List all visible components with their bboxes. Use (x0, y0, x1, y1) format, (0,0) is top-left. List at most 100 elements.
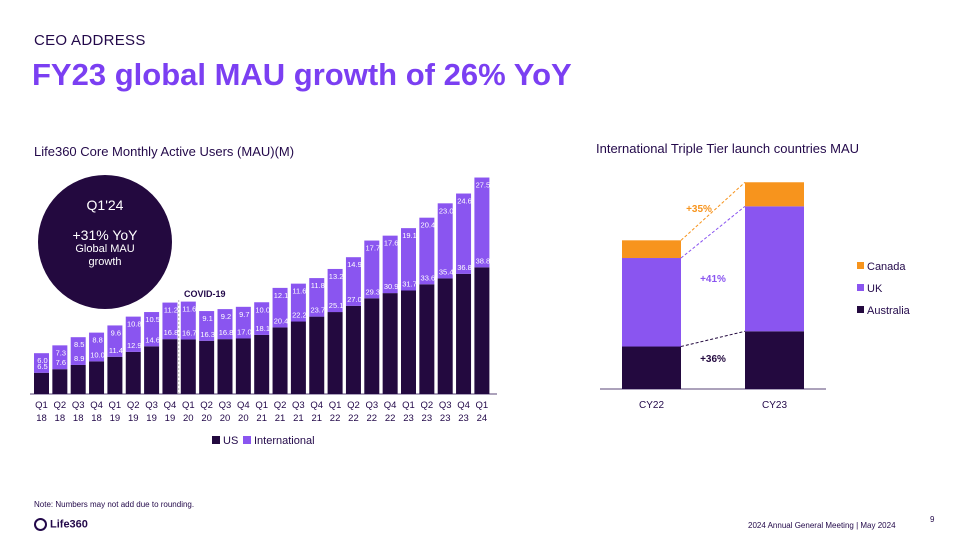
international-bar (401, 228, 416, 291)
us-value-label: 6.5 (37, 362, 47, 371)
us-bar (52, 369, 68, 394)
international-bar (290, 283, 306, 322)
x-tick-year: 23 (403, 413, 414, 424)
x-tick-quarter: Q3 (292, 400, 305, 411)
us-bar (345, 305, 361, 394)
x-tick-year: 20 (183, 413, 194, 424)
us-value-label: 16.8 (164, 328, 179, 337)
international-bar (144, 312, 160, 347)
x-tick-year: 18 (91, 413, 102, 424)
international-bar (419, 217, 435, 285)
us-value-label: 16.3 (200, 330, 215, 339)
us-bar (162, 339, 178, 394)
x-tick-quarter: Q1 (109, 400, 122, 411)
x-tick-quarter: Q2 (127, 400, 140, 411)
us-bar (70, 364, 86, 394)
international-value-label: 24.6 (457, 197, 472, 206)
x-tick-quarter: Q3 (72, 400, 85, 411)
us-value-label: 29.3 (365, 287, 380, 296)
x-tick-year: 18 (55, 413, 66, 424)
international-value-label: 23.0 (439, 206, 454, 215)
us-bar (217, 339, 233, 394)
international-value-label: 10.8 (127, 320, 142, 329)
us-bar (382, 293, 398, 394)
x-tick-quarter: Q4 (310, 400, 323, 411)
x-tick-year: 19 (128, 413, 139, 424)
us-value-label: 14.6 (145, 335, 160, 344)
legend-canada-label: Canada (867, 261, 906, 273)
x-tick-quarter: Q2 (347, 400, 360, 411)
us-value-label: 25.1 (329, 301, 344, 310)
footer-text: 2024 Annual General Meeting | May 2024 (748, 521, 896, 530)
us-bar (437, 278, 453, 394)
us-bar (254, 334, 270, 394)
international-bar (364, 240, 380, 299)
us-bar (419, 284, 435, 394)
us-bar (235, 338, 251, 394)
international-bar (52, 345, 68, 370)
x-tick-year: 19 (165, 413, 176, 424)
international-value-label: 9.7 (239, 310, 249, 319)
us-bar (474, 267, 490, 394)
growth-connector (680, 330, 746, 348)
canada-bar (745, 182, 804, 207)
uk-bar (622, 258, 681, 347)
x-tick-quarter: Q2 (200, 400, 213, 411)
international-bar (327, 268, 343, 313)
x-tick-quarter: Q1 (182, 400, 195, 411)
international-value-label: 7.3 (56, 348, 66, 357)
growth-connector (680, 181, 746, 241)
us-bar (107, 356, 123, 394)
page-number: 9 (930, 515, 935, 524)
x-tick-quarter: Q3 (365, 400, 378, 411)
x-tick-year: 22 (330, 413, 341, 424)
legend-australia-swatch (857, 306, 864, 313)
us-bar (34, 372, 49, 394)
canada-growth-label: +35% (686, 204, 712, 215)
x-tick-year: 22 (367, 413, 378, 424)
us-value-label: 16.8 (219, 328, 234, 337)
international-value-label: 27.5 (476, 181, 491, 190)
x-tick-quarter: Q1 (329, 400, 342, 411)
australia-bar (622, 346, 681, 389)
us-value-label: 20.4 (274, 316, 289, 325)
international-bar (345, 257, 361, 306)
legend-international-swatch (243, 436, 251, 444)
international-value-label: 8.5 (74, 340, 84, 349)
x-tick-year: 23 (440, 413, 451, 424)
international-bar (180, 301, 196, 340)
x-tick-quarter: Q3 (145, 400, 158, 411)
us-value-label: 33.6 (421, 273, 436, 282)
life360-logo: Life360 (34, 518, 88, 531)
international-bar (272, 287, 288, 328)
legend-international-label: International (254, 435, 315, 447)
us-bar (272, 327, 288, 394)
x-tick-year: CY23 (762, 400, 787, 411)
international-value-label: 6.0 (37, 356, 47, 365)
us-bar (456, 273, 472, 394)
logo-mark-icon (34, 518, 47, 531)
badge-subtitle: Global MAU growth (38, 243, 172, 269)
us-value-label: 31.7 (402, 279, 417, 288)
international-value-label: 17.6 (384, 239, 399, 248)
international-value-label: 10.0 (255, 305, 270, 314)
us-bar (89, 361, 105, 394)
us-value-label: 11.4 (109, 346, 123, 355)
x-tick-year: 20 (238, 413, 249, 424)
international-value-label: 20.4 (421, 221, 436, 230)
us-bar (199, 340, 215, 394)
international-value-label: 9.1 (202, 314, 212, 323)
us-value-label: 17.0 (237, 327, 252, 336)
international-value-label: 11.6 (292, 287, 306, 296)
badge-line-1: Global MAU (75, 243, 135, 255)
us-value-label: 7.6 (56, 358, 66, 367)
us-value-label: 35.4 (439, 267, 454, 276)
us-value-label: 27.0 (347, 295, 362, 304)
x-tick-year: 21 (311, 413, 322, 424)
us-value-label: 18.1 (255, 324, 270, 333)
international-value-label: 14.9 (347, 260, 362, 269)
us-bar (125, 351, 141, 394)
australia-bar (745, 331, 804, 389)
x-tick-quarter: Q1 (255, 400, 268, 411)
